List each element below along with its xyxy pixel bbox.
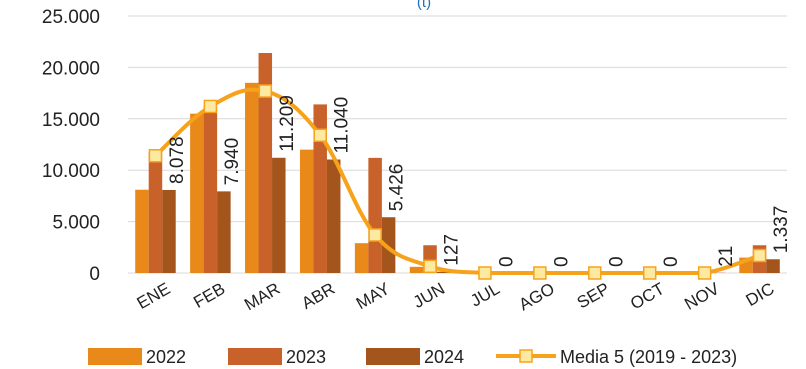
x-tick-label: JUN (410, 279, 448, 312)
x-tick-label: JUL (467, 279, 503, 311)
legend-marker (519, 349, 533, 363)
x-tick-label: OCT (627, 279, 668, 313)
legend-swatch (228, 348, 282, 365)
data-label: 0 (661, 256, 682, 267)
legend-label: 2024 (424, 347, 464, 367)
x-tick-label: MAR (241, 279, 283, 314)
y-tick-label: 20.000 (42, 58, 100, 79)
media-marker (752, 248, 767, 263)
y-tick-label: 5.000 (52, 213, 100, 234)
unit-label: (t) (417, 0, 431, 11)
y-axis-ticks: 0 5.000 10.000 15.000 20.000 25.000 (42, 7, 100, 285)
data-label: 11.040 (332, 97, 353, 154)
bar-2023 (148, 151, 163, 273)
x-tick-label: ABR (298, 279, 338, 313)
data-label: 11.209 (277, 95, 298, 152)
bar-2022 (190, 113, 204, 273)
data-label: 0 (496, 256, 517, 267)
data-label: 8.078 (167, 136, 188, 184)
data-label: 127 (442, 234, 463, 266)
bar-2024 (217, 191, 231, 273)
bar-2024 (381, 217, 396, 273)
media-marker (423, 259, 437, 274)
media-marker (697, 266, 712, 280)
bars (135, 53, 780, 274)
bar-2022 (135, 189, 149, 273)
x-tick-label: NOV (681, 279, 723, 314)
x-tick-label: ENE (134, 279, 174, 313)
y-tick-label: 0 (89, 264, 100, 285)
data-label: 5.426 (387, 164, 408, 212)
y-tick-label: 15.000 (42, 110, 100, 131)
bar-2024 (162, 189, 176, 273)
media-marker (533, 266, 547, 280)
data-label: 0 (606, 256, 627, 267)
media-marker (313, 128, 327, 142)
data-labels: 8.078 7.940 11.209 11.040 5.426 127 0 0 0 0 21 1.33… (167, 95, 792, 267)
bar-2022 (299, 149, 314, 273)
data-label: 1.337 (771, 206, 792, 254)
data-label: 0 (551, 256, 572, 267)
legend-label: Media 5 (2019 - 2023) (560, 347, 737, 367)
bar-2022 (354, 243, 369, 273)
x-tick-label: MAY (353, 279, 393, 313)
media-marker (478, 266, 492, 280)
media-marker (642, 266, 657, 280)
bar-2024 (766, 259, 780, 273)
bar-2024 (436, 271, 451, 273)
y-tick-label: 10.000 (42, 161, 100, 182)
legend-label: 2022 (146, 347, 186, 367)
x-axis-ticks: ENE FEB MAR ABR MAY JUN JUL AGO SEP OCT NOV DIC (134, 279, 778, 315)
x-tick-label: AGO (516, 279, 558, 314)
x-tick-label: DIC (743, 279, 778, 310)
media-marker (258, 84, 273, 98)
x-tick-label: FEB (190, 279, 228, 312)
media-marker (368, 228, 382, 242)
bar-2024 (272, 157, 286, 273)
bar-2024 (326, 159, 341, 273)
legend-label: 2023 (286, 347, 326, 367)
bar-2022 (245, 82, 259, 273)
media-marker (588, 266, 602, 280)
data-label: 21 (716, 246, 737, 267)
media-marker (148, 149, 163, 163)
y-tick-label: 25.000 (42, 7, 100, 28)
legend-swatch (366, 348, 420, 365)
x-tick-label: SEP (574, 279, 613, 312)
media-line (148, 84, 767, 280)
media-marker (203, 99, 218, 114)
bar-2023 (203, 106, 218, 274)
legend: 2022 2023 2024 Media 5 (2019 - 2023) (88, 347, 737, 367)
legend-swatch (88, 348, 142, 365)
bar-2022 (409, 266, 424, 273)
bar-2023 (258, 53, 273, 274)
bar-2023 (313, 104, 327, 274)
data-label: 7.940 (222, 138, 243, 186)
bar-2023 (368, 157, 382, 273)
